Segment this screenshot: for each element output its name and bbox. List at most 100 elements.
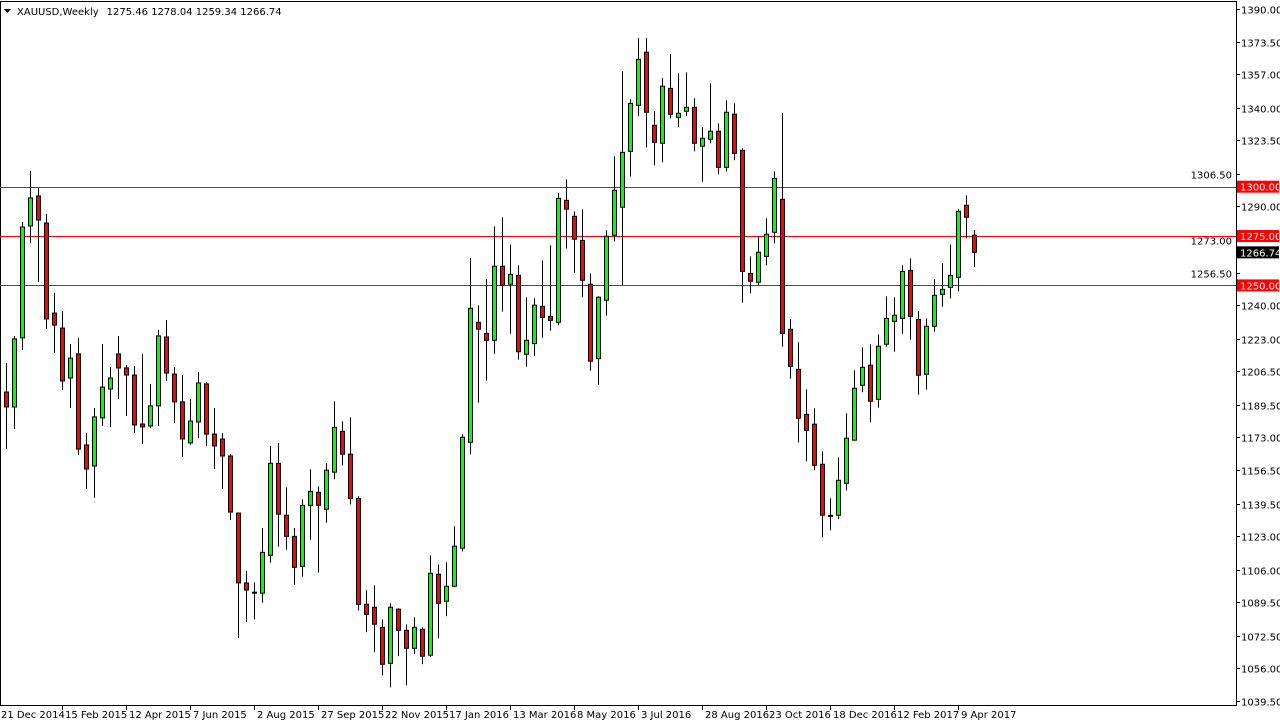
- candle: [516, 265, 521, 360]
- candle: [212, 408, 217, 470]
- candle-body-bear: [124, 367, 129, 376]
- candle-body-bear: [180, 401, 185, 440]
- candle: [716, 123, 721, 175]
- candle: [324, 463, 329, 523]
- candle-body-bull: [28, 197, 33, 227]
- candle: [68, 344, 73, 408]
- triangle-down-icon[interactable]: [4, 9, 11, 13]
- symbol-timeframe: XAUUSD,Weekly: [17, 7, 99, 18]
- candle: [940, 263, 945, 307]
- candle-body-bull: [108, 377, 113, 390]
- candle-body-bear: [964, 204, 969, 218]
- candle: [636, 38, 641, 117]
- current-price-marker-label: 1266.74: [1240, 248, 1280, 259]
- x-tick-label: 2 Aug 2015: [257, 710, 315, 721]
- candle: [804, 389, 809, 462]
- candle: [124, 364, 129, 416]
- candle-body-bull: [532, 304, 537, 345]
- price-axis[interactable]: 1390.00 1373.50 1357.00 1340.00 1323.50 1306.…: [1191, 6, 1280, 709]
- y-tick-label: 1089.50: [1241, 599, 1280, 610]
- candle: [12, 335, 17, 429]
- candle: [476, 305, 481, 403]
- candle: [300, 499, 305, 577]
- candle-body-bull: [452, 545, 457, 587]
- candle: [244, 570, 249, 623]
- candle: [556, 193, 561, 326]
- candle-body-bull: [596, 296, 601, 360]
- candle-body-bear: [732, 113, 737, 154]
- candle-body-bull: [604, 235, 609, 301]
- candle: [612, 156, 617, 242]
- candle-body-bear: [748, 272, 753, 282]
- candle-body-bull: [444, 585, 449, 602]
- candle-body-bull: [756, 251, 761, 283]
- candle-body-bull: [612, 189, 617, 236]
- x-tick-label: 22 Nov 2015: [385, 710, 449, 721]
- x-tick-label: 8 May 2016: [577, 710, 636, 721]
- y-tick-label: 1173.00: [1241, 434, 1280, 445]
- candle-body-bull: [852, 387, 857, 441]
- y-tick-label: 1273.00: [1191, 237, 1232, 248]
- candle-body-bull: [196, 382, 201, 423]
- candle: [348, 417, 353, 505]
- candle-body-bear: [356, 497, 361, 605]
- candle: [492, 226, 497, 354]
- candle: [828, 498, 833, 531]
- candle-body-bear: [436, 573, 441, 604]
- candle-body-bear: [484, 332, 489, 341]
- candle-body-bear: [668, 87, 673, 115]
- candle: [684, 72, 689, 117]
- candle-body-bull: [12, 338, 17, 408]
- candle: [268, 445, 273, 563]
- candle: [292, 528, 297, 585]
- candle: [740, 148, 745, 303]
- candle: [876, 334, 881, 408]
- candle-body-bear: [284, 514, 289, 537]
- candle: [948, 244, 953, 299]
- candle-body-bull: [100, 386, 105, 419]
- y-tick-label: 1323.50: [1241, 137, 1280, 148]
- level-price-marker-label: 1275.00: [1240, 232, 1280, 243]
- level-price-marker-bg: [1237, 279, 1279, 292]
- y-tick-label: 1106.00: [1241, 567, 1280, 578]
- candle-body-bear: [372, 606, 377, 625]
- time-axis[interactable]: 21 Dec 2014 15 Feb 2015 12 Apr 2015 7 Jun 2…: [0, 705, 1236, 721]
- candle: [316, 486, 321, 573]
- candle-body-bull: [844, 437, 849, 484]
- candle: [468, 257, 473, 455]
- y-tick-label: 1256.50: [1191, 270, 1232, 281]
- candle-body-bear: [4, 391, 9, 408]
- candle: [772, 171, 777, 244]
- candle-body-bear: [780, 198, 785, 334]
- candle: [156, 330, 161, 426]
- candle: [44, 213, 49, 330]
- candle-body-bull: [900, 270, 905, 319]
- candle: [332, 401, 337, 480]
- x-tick-label: 23 Oct 2016: [769, 710, 831, 721]
- candle-body-bull: [300, 504, 305, 567]
- candle: [588, 273, 593, 371]
- candle-body-bull: [956, 210, 961, 278]
- candle-body-bull: [492, 265, 497, 341]
- candle-body-bull: [20, 226, 25, 339]
- candle-body-bear: [788, 328, 793, 367]
- y-tick-label: 1123.00: [1241, 533, 1280, 544]
- candle: [708, 83, 713, 144]
- chart-header: XAUUSD,Weekly 1275.46 1278.04 1259.34 126…: [4, 7, 282, 18]
- candle: [372, 585, 377, 653]
- level-price-marker-bg: [1237, 230, 1279, 243]
- candle: [276, 442, 281, 547]
- candle-body-bear: [236, 512, 241, 584]
- candle-body-bull: [620, 151, 625, 208]
- candle-body-bull: [460, 436, 465, 549]
- candle: [172, 366, 177, 424]
- candle: [100, 344, 105, 426]
- candle: [460, 434, 465, 552]
- candle-body-bear: [228, 455, 233, 513]
- candle-body-bear: [60, 327, 65, 382]
- candle: [788, 318, 793, 379]
- candle: [780, 113, 785, 347]
- candle-body-bear: [44, 222, 49, 320]
- candle-body-bear: [212, 433, 217, 447]
